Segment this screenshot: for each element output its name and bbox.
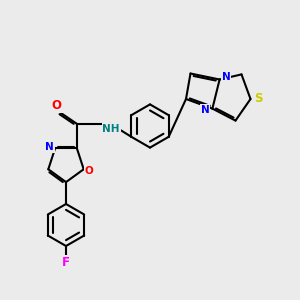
Text: S: S (254, 92, 262, 106)
Text: N: N (222, 71, 231, 82)
Text: F: F (62, 256, 70, 269)
Text: N: N (45, 142, 54, 152)
Text: NH: NH (102, 124, 120, 134)
Text: O: O (85, 166, 94, 176)
Text: O: O (52, 99, 62, 112)
Text: N: N (200, 105, 209, 115)
